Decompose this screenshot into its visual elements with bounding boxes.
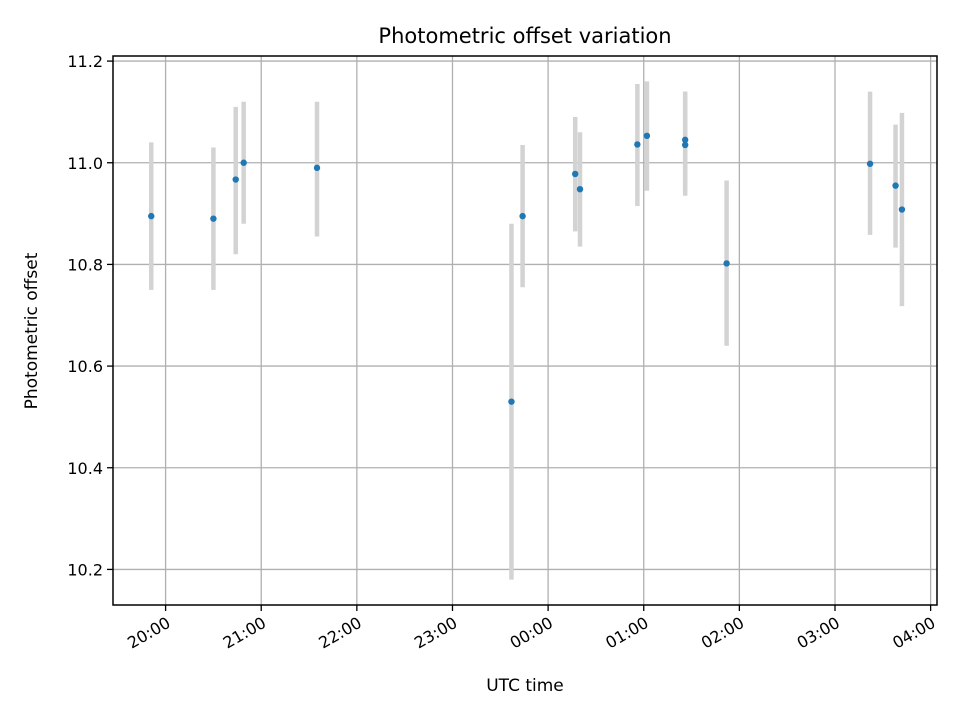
data-point [898,206,906,213]
data-point [643,132,651,140]
x-tick-label: 02:00 [698,613,747,653]
data-point [210,215,217,222]
x-tick-label: 21:00 [220,613,269,653]
y-tick-label: 10.8 [67,255,103,274]
data-point [572,170,579,178]
chart-title: Photometric offset variation [378,24,671,48]
data-points [148,132,906,405]
data-point [892,182,899,189]
x-tick-label: 01:00 [602,613,651,653]
y-tick-label: 10.4 [67,459,103,478]
y-tick-label: 10.6 [67,357,103,376]
data-point [866,160,874,167]
x-tick-label: 22:00 [315,613,364,653]
data-point [240,159,247,166]
y-tick-label: 11.2 [67,52,103,71]
data-point [148,212,155,220]
data-point [681,141,689,149]
error-bars [149,81,905,580]
x-tick-label: 04:00 [889,613,938,653]
data-point [313,164,321,172]
grid-lines [113,56,937,605]
x-tick-label: 20:00 [124,613,173,653]
plot-frame [112,55,938,606]
data-point [634,141,641,148]
data-point [723,260,730,267]
axis-ticks: 20:00 21:00 22:00 23:00 00:00 01:00 02:00 03:00… [67,52,938,652]
x-tick-label: 00:00 [507,613,556,653]
data-point [681,136,689,144]
data-point [519,212,526,220]
y-tick-label: 10.2 [67,560,103,579]
y-axis-label: Photometric offset [22,252,42,409]
x-tick-label: 03:00 [794,613,843,653]
x-axis-label: UTC time [486,676,564,696]
data-point [508,398,515,405]
data-point [232,176,239,183]
data-point [576,185,584,193]
x-tick-label: 23:00 [411,613,460,653]
y-tick-label: 11.0 [67,154,103,173]
